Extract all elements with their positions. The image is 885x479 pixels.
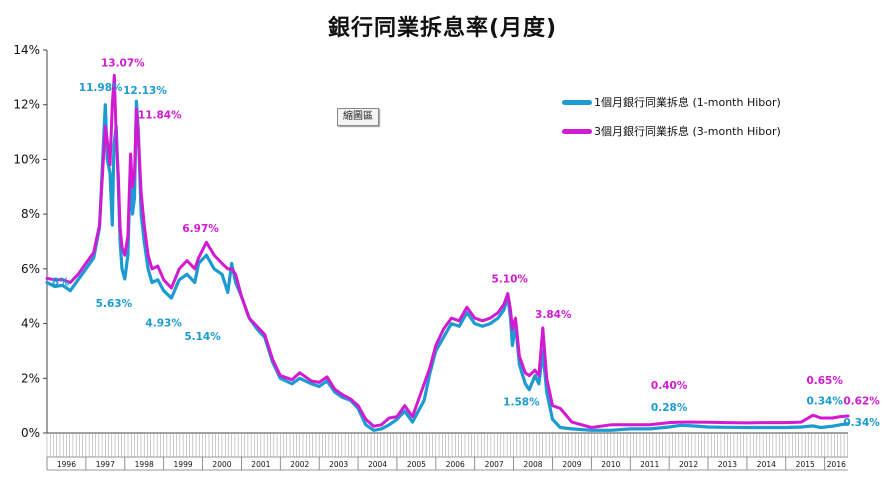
data-label: 5.63% xyxy=(96,298,133,310)
year-label: 2002 xyxy=(290,460,309,469)
year-label: 2015 xyxy=(796,460,815,469)
year-label: 2006 xyxy=(446,460,465,469)
year-label: 2001 xyxy=(251,460,270,469)
year-label: 2000 xyxy=(212,460,231,469)
legend-item-3m: 3個月銀行同業拆息 (3-month Hibor) xyxy=(562,123,781,139)
year-label: 1997 xyxy=(96,460,115,469)
year-label: 2005 xyxy=(407,460,426,469)
series-line-1m xyxy=(45,99,850,432)
year-label: 2003 xyxy=(329,460,348,469)
data-label: 5.14% xyxy=(184,331,221,343)
data-label: 12.13% xyxy=(123,85,167,97)
legend-swatch-3m xyxy=(562,128,592,134)
year-label: 2004 xyxy=(368,460,387,469)
data-label: 0.34% xyxy=(806,395,843,407)
legend: 1個月銀行同業拆息 (1-month Hibor) 3個月銀行同業拆息 (3-m… xyxy=(562,94,781,152)
y-tick-label: 8% xyxy=(21,207,40,221)
year-label: 2008 xyxy=(523,460,542,469)
data-label: 11.98% xyxy=(79,82,123,94)
data-label: 4.93% xyxy=(145,317,182,329)
y-tick-label: 14% xyxy=(13,43,40,57)
y-tick-label: 0% xyxy=(21,426,40,440)
year-label: 2012 xyxy=(679,460,698,469)
data-label: 11.84% xyxy=(138,109,182,121)
year-label: 1999 xyxy=(174,460,193,469)
zoom-area-button[interactable]: 縮圖區 xyxy=(337,108,379,126)
data-label: 0.28% xyxy=(651,402,688,414)
year-label: 1996 xyxy=(57,460,76,469)
year-label: 1998 xyxy=(135,460,154,469)
data-label: 13.07% xyxy=(101,57,145,69)
chart-title: 銀行同業拆息率(月度) xyxy=(327,16,558,41)
data-label: 6.97% xyxy=(182,223,219,235)
data-label: 5.10% xyxy=(491,274,528,286)
y-tick-label: 6% xyxy=(21,262,40,276)
year-label: 2009 xyxy=(562,460,581,469)
y-tick-label: 4% xyxy=(21,317,40,331)
legend-swatch-1m xyxy=(562,99,592,105)
legend-item-1m: 1個月銀行同業拆息 (1-month Hibor) xyxy=(562,94,781,110)
data-label: 1.58% xyxy=(503,397,540,409)
y-tick-label: 2% xyxy=(21,371,40,385)
data-label: 8% xyxy=(52,276,70,288)
data-label: 0.65% xyxy=(806,375,843,387)
data-label: 3.84% xyxy=(535,309,572,321)
year-label: 2013 xyxy=(718,460,737,469)
year-label: 2007 xyxy=(485,460,504,469)
data-label: 0.40% xyxy=(651,380,688,392)
year-label: 2016 xyxy=(827,460,846,469)
year-label: 2010 xyxy=(601,460,620,469)
year-label: 2011 xyxy=(640,460,659,469)
y-tick-label: 12% xyxy=(13,98,40,112)
data-label: 0.62% xyxy=(843,395,880,407)
year-label: 2014 xyxy=(757,460,776,469)
y-tick-label: 10% xyxy=(13,152,40,166)
data-label: 0.34% xyxy=(843,417,880,429)
series-line-3m xyxy=(45,73,850,429)
legend-label-1m: 1個月銀行同業拆息 (1-month Hibor) xyxy=(594,96,781,109)
legend-label-3m: 3個月銀行同業拆息 (3-month Hibor) xyxy=(594,125,781,138)
